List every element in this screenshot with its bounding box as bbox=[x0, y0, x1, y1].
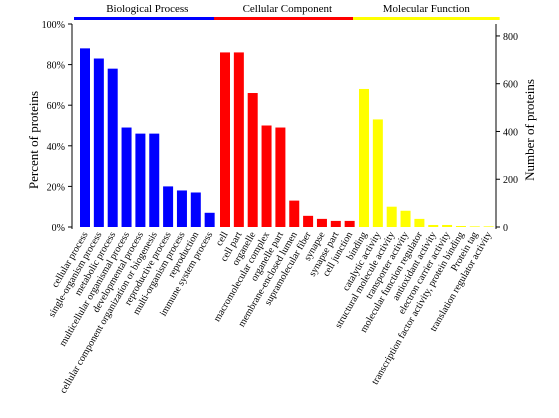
group-header-title: Biological Process bbox=[106, 3, 188, 15]
left-y-axis-label: Percent of proteins bbox=[26, 91, 41, 189]
bar bbox=[428, 224, 439, 227]
left-tick-label: 40% bbox=[47, 142, 65, 153]
bar bbox=[316, 218, 327, 227]
bar bbox=[414, 218, 425, 227]
bar bbox=[135, 133, 146, 227]
group-header-title: Cellular Component bbox=[243, 3, 333, 15]
group-header-bars: Biological Process Cellular Component Mole… bbox=[74, 3, 500, 20]
bar bbox=[359, 88, 369, 228]
bar bbox=[163, 186, 174, 227]
bar bbox=[303, 215, 314, 227]
bar bbox=[80, 48, 90, 227]
bar bbox=[233, 52, 244, 227]
bar bbox=[442, 224, 453, 227]
bar bbox=[275, 127, 286, 227]
group-header-bar bbox=[74, 17, 221, 20]
bar bbox=[190, 192, 201, 227]
bar bbox=[261, 125, 272, 227]
bar bbox=[247, 93, 258, 228]
left-y-ticks: 0% 20% 40% 60% 80% 100% bbox=[42, 20, 72, 234]
bar bbox=[400, 210, 411, 227]
bar bbox=[289, 200, 300, 227]
bar bbox=[330, 220, 341, 227]
left-tick-label: 100% bbox=[42, 20, 65, 31]
bar bbox=[93, 58, 104, 228]
right-tick-label: 0 bbox=[503, 223, 508, 234]
bar bbox=[469, 226, 480, 227]
bar bbox=[204, 212, 215, 227]
chart-axes bbox=[71, 24, 497, 229]
bar bbox=[483, 226, 494, 227]
right-tick-label: 200 bbox=[503, 175, 518, 186]
bar bbox=[176, 190, 187, 227]
right-tick-label: 800 bbox=[503, 32, 518, 43]
bar bbox=[344, 220, 355, 227]
right-tick-label: 400 bbox=[503, 127, 518, 138]
bar bbox=[149, 133, 160, 227]
left-tick-label: 80% bbox=[47, 61, 65, 72]
bar bbox=[121, 127, 132, 227]
bar bbox=[386, 206, 397, 227]
right-tick-label: 600 bbox=[503, 80, 518, 91]
bar bbox=[455, 225, 466, 227]
group-header-bar bbox=[353, 17, 500, 20]
left-tick-label: 20% bbox=[47, 182, 65, 193]
bar bbox=[107, 68, 118, 227]
right-y-ticks: 0 200 400 600 800 bbox=[496, 32, 518, 234]
bars bbox=[80, 48, 494, 228]
group-header-title: Molecular Function bbox=[383, 3, 471, 15]
right-y-axis-label: Number of proteins bbox=[522, 79, 537, 181]
bar bbox=[220, 52, 230, 227]
left-tick-label: 0% bbox=[52, 223, 65, 234]
group-header-bar bbox=[214, 17, 361, 20]
left-tick-label: 60% bbox=[47, 101, 65, 112]
bar bbox=[372, 119, 383, 227]
